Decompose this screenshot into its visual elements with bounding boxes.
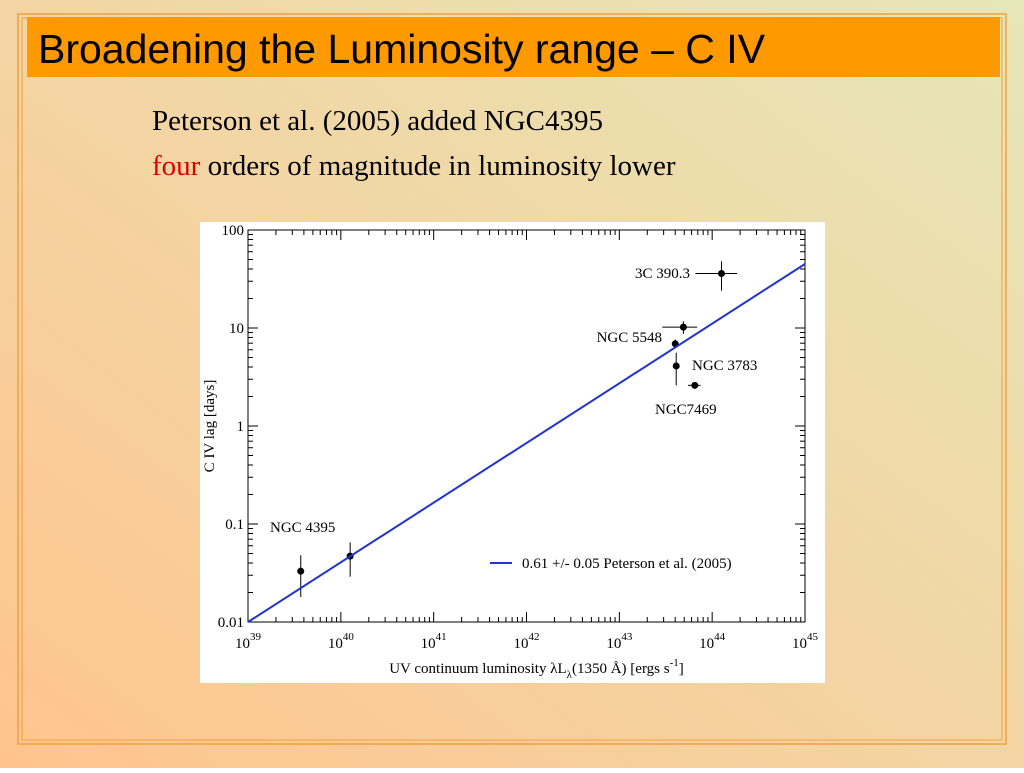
y-tick-label: 0.1 xyxy=(225,517,244,533)
x-tick-label: 1042 xyxy=(514,631,540,652)
text: orders of magnitude in luminosity lower xyxy=(200,150,676,182)
data-point xyxy=(672,362,680,370)
data-point xyxy=(717,269,725,277)
x-tick-exponent: 43 xyxy=(621,631,633,643)
x-tick-label: 1040 xyxy=(328,631,355,652)
title-bar xyxy=(27,17,1000,77)
x-axis-label-part: ] xyxy=(679,661,684,677)
point-annotation: NGC7469 xyxy=(655,402,717,418)
x-tick-base: 10 xyxy=(514,636,529,652)
x-tick-base: 10 xyxy=(235,636,250,652)
frame xyxy=(17,13,1007,745)
y-tick-label: 0.01 xyxy=(218,615,244,631)
x-tick-exponent: 44 xyxy=(714,631,726,643)
point-annotation: NGC 3783 xyxy=(692,358,757,374)
x-tick-base: 10 xyxy=(328,636,343,652)
y-tick-label: 1 xyxy=(237,419,245,435)
x-tick-base: 10 xyxy=(421,636,436,652)
x-axis-label-part: (1350 Å) [ergs s xyxy=(572,661,670,677)
highlight: four xyxy=(152,150,201,182)
subtitle-line: four orders of magnitude in luminosity l… xyxy=(152,150,676,182)
x-tick-exponent: 39 xyxy=(250,631,262,643)
data-point xyxy=(691,381,699,389)
x-axis-label-part: UV continuum luminosity λL xyxy=(389,661,566,677)
point-annotation: 3C 390.3 xyxy=(635,266,690,282)
x-tick-base: 10 xyxy=(792,636,807,652)
legend-label: 0.61 +/- 0.05 Peterson et al. (2005) xyxy=(522,556,732,572)
x-tick-base: 10 xyxy=(699,636,714,652)
x-tick-exponent: 40 xyxy=(343,631,355,643)
x-tick-base: 10 xyxy=(606,636,621,652)
data-point xyxy=(679,323,687,331)
x-tick-label: 1039 xyxy=(235,631,262,652)
x-axis-label: UV continuum luminosity λLλ(1350 Å) [erg… xyxy=(389,657,684,681)
point-annotation: NGC 4395 xyxy=(270,520,335,536)
x-tick-exponent: 41 xyxy=(436,631,447,643)
subtitle-line: Peterson et al. (2005) added NGC4395 xyxy=(152,105,603,137)
x-tick-label: 1043 xyxy=(606,631,633,652)
data-point xyxy=(297,567,305,575)
x-tick-label: 1045 xyxy=(792,631,819,652)
fit-line xyxy=(247,263,806,623)
y-tick-label: 100 xyxy=(222,223,245,239)
x-axis-label-part: λ xyxy=(567,669,573,681)
x-tick-exponent: 42 xyxy=(529,631,540,643)
y-axis-label: C IV lag [days] xyxy=(202,380,218,473)
x-tick-exponent: 45 xyxy=(807,631,819,643)
x-axis-label-part: -1 xyxy=(670,657,679,669)
x-tick-label: 1041 xyxy=(421,631,447,652)
point-annotation: NGC 5548 xyxy=(597,330,662,346)
chart: 1039 1040 1041 1042 1043 1044 10450.010.111010… xyxy=(202,223,819,681)
y-tick-label: 10 xyxy=(229,321,244,337)
slide-title: Broadening the Luminosity range – C IV xyxy=(38,26,766,72)
x-tick-label: 1044 xyxy=(699,631,726,652)
